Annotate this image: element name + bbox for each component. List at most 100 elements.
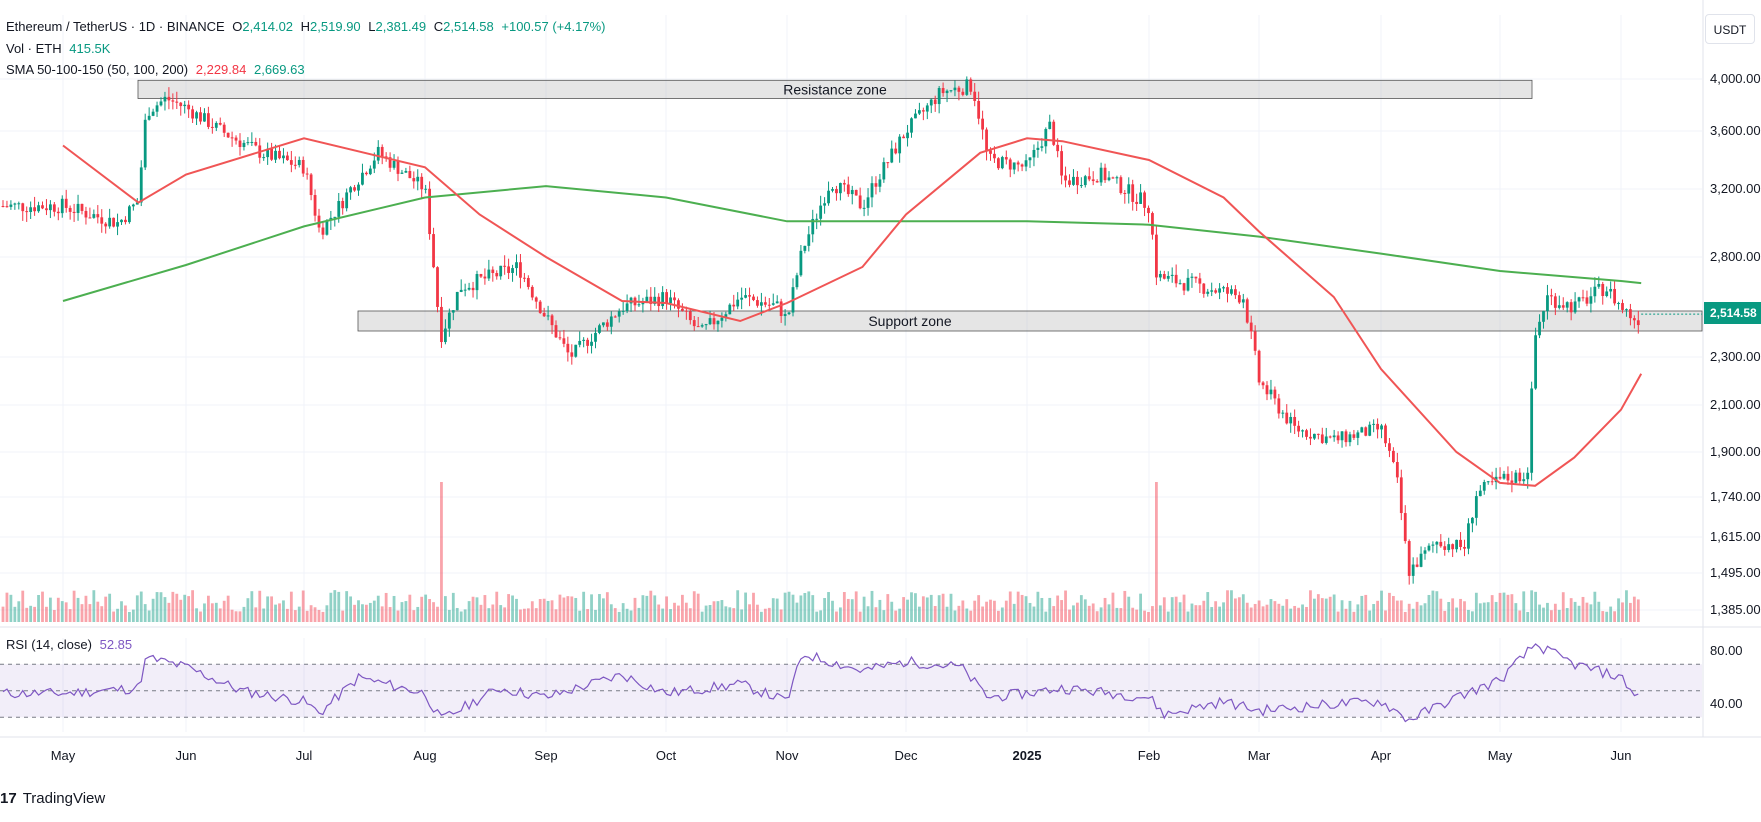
candle-body	[866, 197, 870, 208]
candle-body	[1376, 423, 1379, 430]
volume-bar	[214, 602, 218, 622]
currency-unit-button[interactable]: USDT	[1705, 14, 1755, 44]
candle-body	[874, 183, 878, 187]
time-axis-label: May	[1488, 748, 1513, 763]
candle-body	[380, 146, 384, 157]
candle-body	[1601, 283, 1605, 296]
volume-bar	[677, 605, 680, 622]
symbol-title[interactable]: Ethereum / TetherUS · 1D · BINANCE	[6, 19, 225, 34]
candle-body	[1577, 297, 1581, 302]
candle-body	[234, 137, 238, 141]
candle-body	[1522, 479, 1526, 482]
candle-body	[1241, 299, 1245, 303]
candle-body	[187, 104, 191, 110]
sma-200-line	[62, 185, 1642, 302]
volume-bar	[376, 595, 380, 622]
candle-body	[56, 211, 60, 214]
volume-bar	[1597, 601, 1601, 622]
volume-bar	[1636, 599, 1640, 622]
volume-bar	[218, 608, 222, 622]
candle-body	[716, 320, 720, 325]
volume-bar	[52, 610, 56, 622]
volume-bar	[538, 599, 542, 622]
volume-bar	[278, 603, 281, 622]
candle-body	[894, 148, 898, 154]
volume-bar	[1407, 603, 1411, 622]
candle-body	[214, 122, 218, 128]
candle-body	[88, 217, 92, 219]
volume-bar	[64, 602, 68, 622]
tradingview-logo[interactable]: 17 TradingView	[0, 790, 105, 807]
volume-bar	[1546, 602, 1549, 622]
candle-body	[155, 105, 159, 112]
candle-body	[222, 124, 226, 133]
volume-bar	[187, 596, 191, 622]
candle-body	[1399, 477, 1403, 514]
candle-body	[1028, 157, 1032, 161]
volume-bar	[60, 601, 64, 622]
candle-body	[297, 159, 301, 166]
candle-body	[420, 176, 424, 190]
candle-body	[440, 306, 443, 343]
volume-legend[interactable]: Vol · ETH 415.5K	[6, 41, 114, 56]
volume-bar	[1107, 604, 1111, 622]
volume-bar	[1538, 604, 1541, 622]
volume-bar	[1, 606, 5, 622]
sma-legend[interactable]: SMA 50-100-150 (50, 100, 200) 2,229.84 2…	[6, 62, 309, 77]
candle-body	[973, 91, 977, 101]
candle-body	[286, 155, 289, 161]
volume-bar	[1550, 610, 1553, 622]
candle-body	[1064, 175, 1067, 181]
candle-body	[21, 203, 25, 212]
candle-body	[925, 105, 929, 112]
candle-body	[858, 195, 862, 209]
volume-bar	[1008, 591, 1012, 622]
time-axis-label: May	[51, 748, 76, 763]
volume-bar	[1178, 602, 1182, 622]
time-axis-label: Jun	[176, 748, 197, 763]
volume-bar	[1356, 604, 1360, 622]
volume-bar	[602, 598, 605, 622]
candle-body	[341, 200, 345, 209]
volume-bar	[463, 609, 467, 622]
candle-body	[353, 187, 356, 191]
candle-body	[1482, 482, 1486, 491]
volume-bar	[1277, 603, 1281, 622]
candle-body	[1048, 121, 1052, 130]
candle-body	[135, 202, 139, 205]
volume-bar	[301, 590, 305, 622]
candles	[1, 76, 1640, 585]
candle-body	[1253, 331, 1257, 351]
volume-bar	[459, 611, 463, 622]
candle-body	[1008, 159, 1012, 170]
rsi-axis-label: 80.00	[1710, 643, 1743, 658]
volume-bar	[507, 594, 510, 622]
rsi-legend[interactable]: RSI (14, close) 52.85	[6, 637, 136, 652]
candle-body	[661, 292, 665, 307]
candle-body	[60, 198, 64, 214]
volume-bar	[760, 611, 763, 622]
candle-body	[1210, 290, 1214, 292]
candle-body	[1605, 291, 1609, 296]
volume-bar	[1068, 609, 1071, 622]
volume-bar	[953, 610, 957, 622]
candle-body	[1589, 296, 1593, 304]
candle-body	[321, 227, 325, 235]
volume-bar	[1147, 611, 1150, 622]
volume-bar	[609, 604, 613, 622]
candle-body	[1158, 274, 1162, 278]
candle-body	[621, 310, 625, 312]
volume-bar	[1040, 597, 1044, 622]
volume-bar	[135, 595, 139, 622]
candle-body	[1020, 164, 1024, 167]
volume-bar	[104, 596, 108, 622]
volume-bar	[475, 597, 479, 622]
candle-body	[1332, 435, 1336, 438]
candle-body	[1360, 427, 1364, 433]
volume-bar	[1419, 605, 1423, 622]
candle-body	[1498, 476, 1502, 479]
volume-bar	[1056, 595, 1060, 622]
candle-body	[574, 344, 578, 357]
volume-bar	[842, 592, 846, 622]
